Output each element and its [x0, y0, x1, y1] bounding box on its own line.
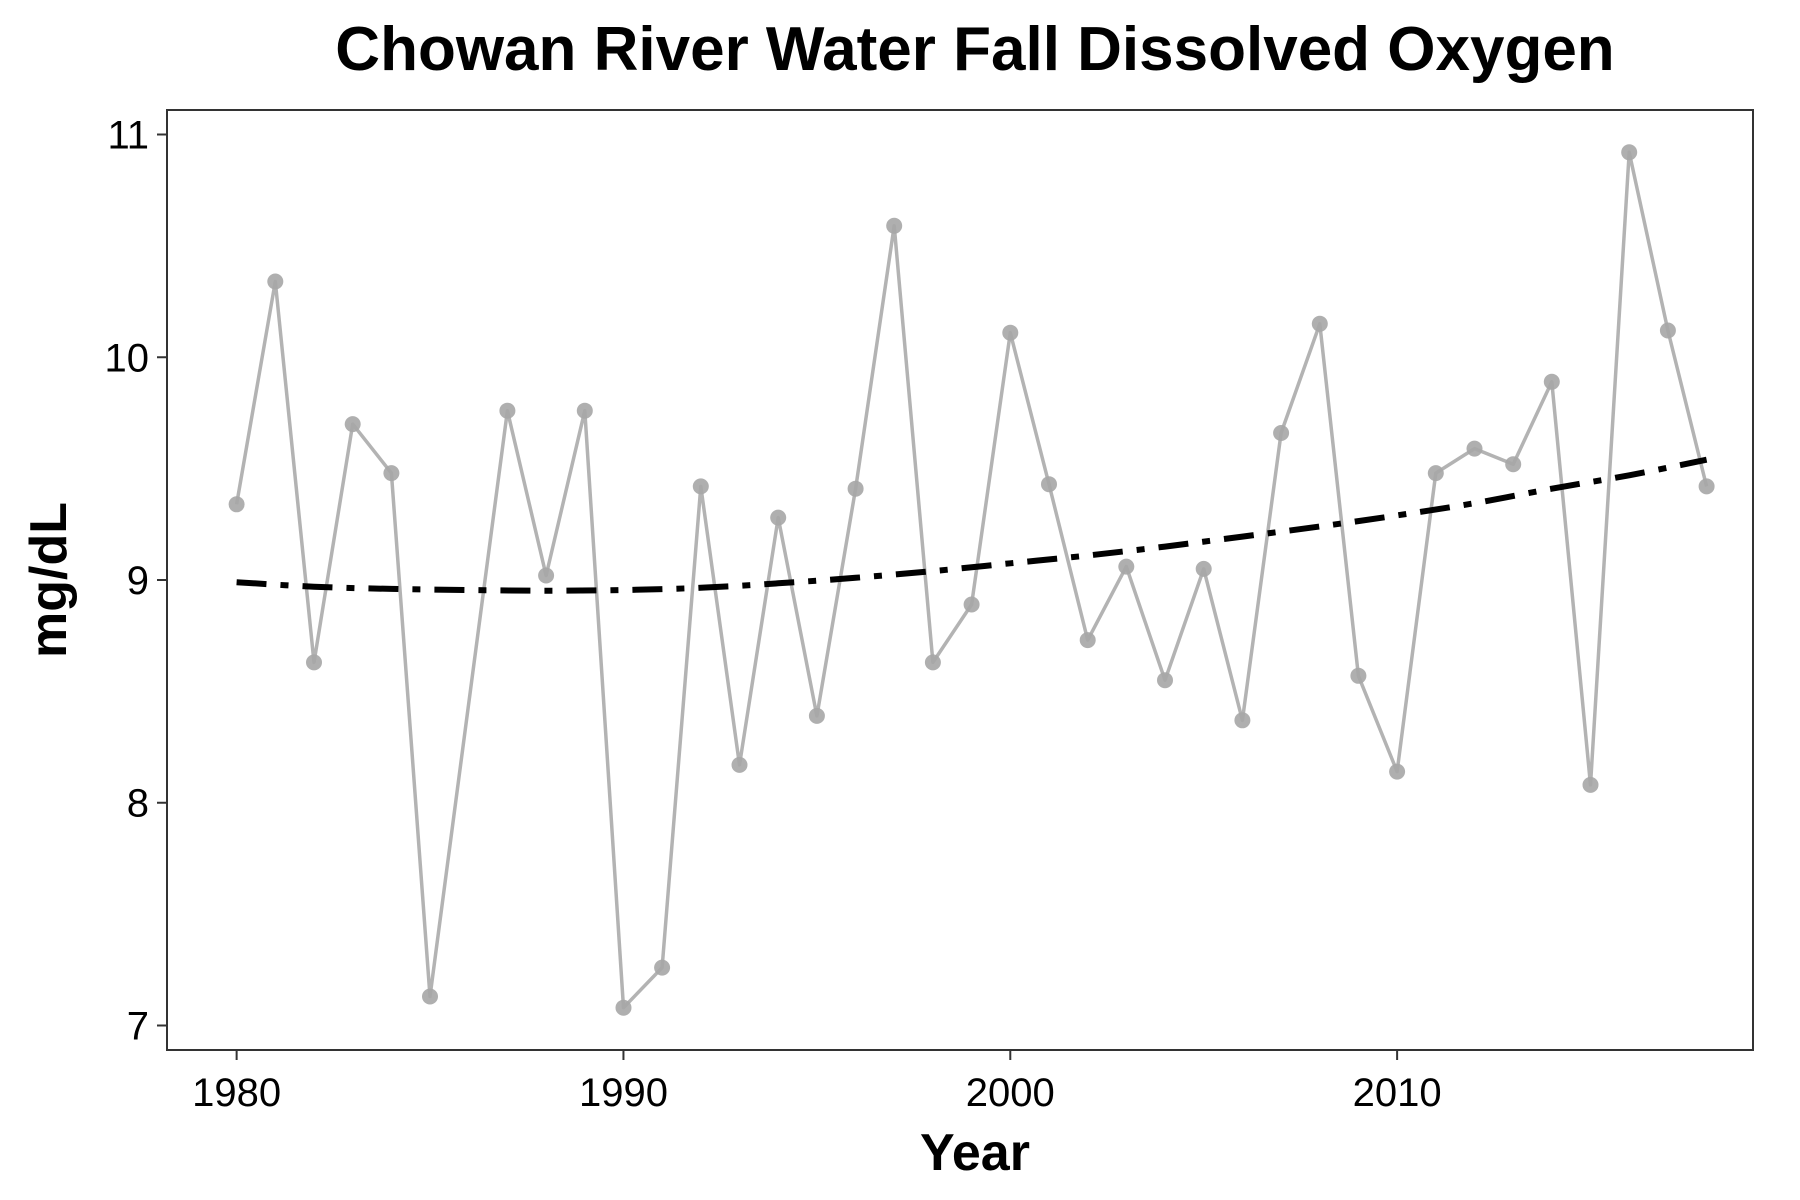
trend-line [236, 456, 1708, 594]
x-tick-label: 2010 [1353, 1071, 1442, 1115]
observed-data-point [228, 496, 245, 513]
observed-data-point [344, 416, 361, 433]
observed-data-point [731, 756, 748, 773]
y-tick-label: 8 [127, 782, 149, 826]
chart-title: Chowan River Water Fall Dissolved Oxygen [335, 15, 1614, 84]
observed-data-point [1079, 632, 1096, 649]
y-tick-label: 7 [127, 1004, 149, 1048]
observed-data-point [1543, 373, 1560, 390]
observed-data-point [422, 988, 438, 1005]
y-axis: 7 8 9 10 11 [105, 114, 167, 1048]
observed-data-point [1002, 324, 1019, 341]
observed-data-point [1311, 315, 1328, 332]
y-tick-label: 10 [105, 336, 150, 380]
observed-data-point [383, 465, 400, 482]
observed-data-point [267, 273, 284, 290]
observed-data-point [654, 959, 671, 976]
observed-data-point [1350, 667, 1367, 684]
observed-data-point [1195, 560, 1212, 577]
observed-data-point [1582, 776, 1599, 793]
plot-panel [166, 109, 1754, 1051]
observed-data-point [924, 654, 941, 671]
observed-data-point [1234, 712, 1251, 729]
observed-data-point [886, 217, 903, 234]
observed-data-point [847, 480, 864, 497]
x-axis: 1980 1990 2000 2010 [192, 1050, 1442, 1115]
observed-data-point [770, 509, 787, 526]
observed-data-point [808, 707, 825, 724]
observed-data-point [1505, 456, 1522, 473]
observed-data-point [692, 478, 709, 495]
observed-data-point [963, 596, 980, 613]
x-tick-label: 1990 [579, 1071, 668, 1115]
observed-data-point [1427, 465, 1444, 482]
observed-data-point [1389, 763, 1406, 780]
observed-data-point [306, 654, 322, 671]
observed-data-point [499, 402, 516, 419]
y-axis-title: mg/dL [20, 502, 78, 658]
x-tick-label: 2000 [966, 1071, 1055, 1115]
observed-data-point [576, 402, 593, 419]
observed-data-point [1157, 672, 1173, 689]
observed-data-point [1041, 476, 1057, 493]
x-axis-title: Year [920, 1124, 1030, 1182]
observed-data-point [538, 567, 555, 584]
observed-data-point [1466, 440, 1483, 457]
series-layer [228, 144, 1715, 1016]
observed-data-point [1621, 144, 1638, 161]
observed-data-point [1659, 322, 1676, 339]
x-tick-label: 1980 [192, 1071, 281, 1115]
y-tick-label: 9 [127, 559, 149, 603]
observed-data-point [1698, 478, 1715, 495]
observed-data-point [615, 999, 632, 1016]
y-tick-label: 11 [107, 114, 149, 158]
observed-data-point [1118, 558, 1135, 575]
observed-data-point [1273, 425, 1290, 441]
